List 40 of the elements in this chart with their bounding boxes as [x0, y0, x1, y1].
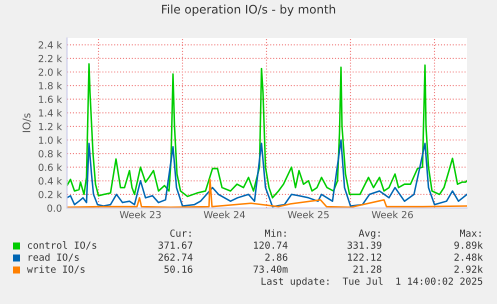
- y-tick-label: 2.2 k: [38, 54, 62, 62]
- text: 331.39: [348, 241, 382, 249]
- y-tick-label: 2.0 k: [38, 68, 62, 76]
- text: Cur:: [170, 229, 191, 237]
- chart-title: File operation IO/s - by month: [162, 4, 336, 16]
- y-tick-label: 1.6 k: [39, 96, 62, 104]
- y-tick-label: 0.6 k: [38, 164, 62, 172]
- text: Avg:: [358, 230, 380, 239]
- legend-label: control IO/s: [28, 241, 96, 250]
- text: Last update: Tue Jul 1 14:00:02 2025: [262, 277, 482, 287]
- y-tick-label: 0.0: [47, 204, 62, 212]
- y-tick-label: 1.0 k: [39, 136, 62, 144]
- text: 371.67: [158, 241, 192, 249]
- text: Min:: [264, 229, 286, 237]
- y-tick-label: 0.2 k: [38, 190, 62, 198]
- legend-label: write IO/s: [27, 265, 85, 274]
- y-tick-label: 1.8 k: [39, 82, 62, 90]
- y-tick-label: 1.4 k: [39, 109, 62, 116]
- text: 122.12: [348, 253, 382, 261]
- text: Max:: [460, 230, 481, 237]
- x-tick-label: Week 24: [204, 210, 246, 218]
- text: 120.74: [254, 241, 288, 249]
- y-axis-title: IO/s: [22, 113, 32, 132]
- y-tick-label: 2.4 k: [38, 41, 62, 48]
- y-tick-label: 0.8 k: [38, 150, 62, 158]
- text: 21.28: [353, 265, 382, 273]
- x-tick-label: Week 25: [288, 210, 329, 218]
- y-tick-label: 1.2 k: [39, 122, 62, 130]
- y-tick-label: 0.4 k: [38, 177, 62, 185]
- x-tick-label: Week 26: [372, 210, 413, 218]
- text: 2.48k: [454, 253, 483, 261]
- text: 73.40m: [254, 265, 288, 273]
- line-series: [67, 63, 467, 199]
- text: 9.89k: [454, 241, 483, 249]
- text: 262.74: [158, 253, 193, 261]
- text: 50.16: [164, 265, 192, 273]
- text: 2.86: [265, 253, 288, 261]
- text: 2.92k: [454, 265, 483, 273]
- legend-label: read IO/s: [28, 253, 79, 262]
- x-tick-label: Week 23: [120, 210, 161, 218]
